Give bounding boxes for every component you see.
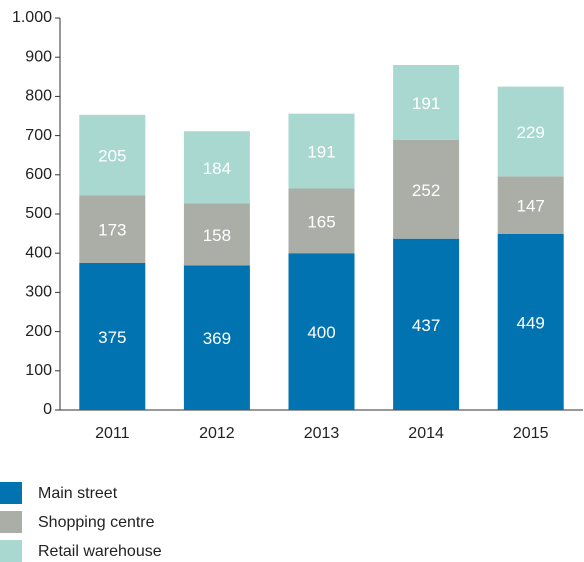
value-label: 165	[307, 212, 335, 231]
y-tick-label: 1.000	[12, 9, 52, 26]
y-tick-label: 400	[25, 244, 52, 261]
value-label: 375	[98, 328, 126, 347]
x-tick-label: 2011	[95, 425, 130, 442]
bar-segment	[288, 253, 355, 410]
value-label: 191	[307, 143, 335, 162]
legend-swatch	[0, 482, 22, 504]
bar-segment	[393, 139, 460, 239]
legend-swatch	[0, 511, 22, 533]
bar-segment	[183, 265, 250, 410]
y-tick-label: 300	[25, 284, 52, 301]
value-label: 191	[412, 94, 440, 113]
legend-label: Shopping centre	[38, 514, 155, 531]
bar-segment	[79, 114, 146, 196]
y-tick-label: 900	[25, 48, 52, 65]
bar-segment	[497, 176, 564, 234]
bar-segment	[393, 65, 460, 140]
value-label: 369	[203, 329, 231, 348]
bar-segment	[183, 131, 250, 204]
y-tick-label: 100	[25, 362, 52, 379]
y-tick-label: 500	[25, 205, 52, 222]
y-tick-label: 200	[25, 323, 52, 340]
x-tick-label: 2015	[513, 425, 549, 442]
value-label: 184	[203, 159, 231, 178]
value-label: 158	[203, 226, 231, 245]
value-label: 437	[412, 316, 440, 335]
bar-segment	[497, 233, 564, 410]
y-tick-label: 0	[43, 401, 52, 418]
x-tick-label: 2012	[199, 425, 235, 442]
value-label: 449	[517, 313, 545, 332]
x-tick-label: 2013	[304, 425, 340, 442]
bar-segment	[79, 263, 146, 410]
bar-segment	[288, 188, 355, 254]
bar-segment	[393, 238, 460, 410]
value-label: 173	[98, 221, 126, 240]
legend-label: Main street	[38, 485, 118, 502]
bar-segment	[288, 113, 355, 189]
bar-segment	[79, 195, 146, 263]
legend-label: Retail warehouse	[38, 543, 162, 560]
y-tick-label: 800	[25, 88, 52, 105]
value-label: 147	[517, 197, 545, 216]
value-label: 229	[517, 123, 545, 142]
legend-swatch	[0, 540, 22, 562]
y-tick-label: 700	[25, 127, 52, 144]
value-label: 252	[412, 181, 440, 200]
value-label: 205	[98, 146, 126, 165]
bar-segment	[183, 203, 250, 266]
y-tick-label: 600	[25, 166, 52, 183]
value-label: 400	[307, 323, 335, 342]
bar-segment	[497, 86, 564, 177]
x-tick-label: 2014	[408, 425, 444, 442]
